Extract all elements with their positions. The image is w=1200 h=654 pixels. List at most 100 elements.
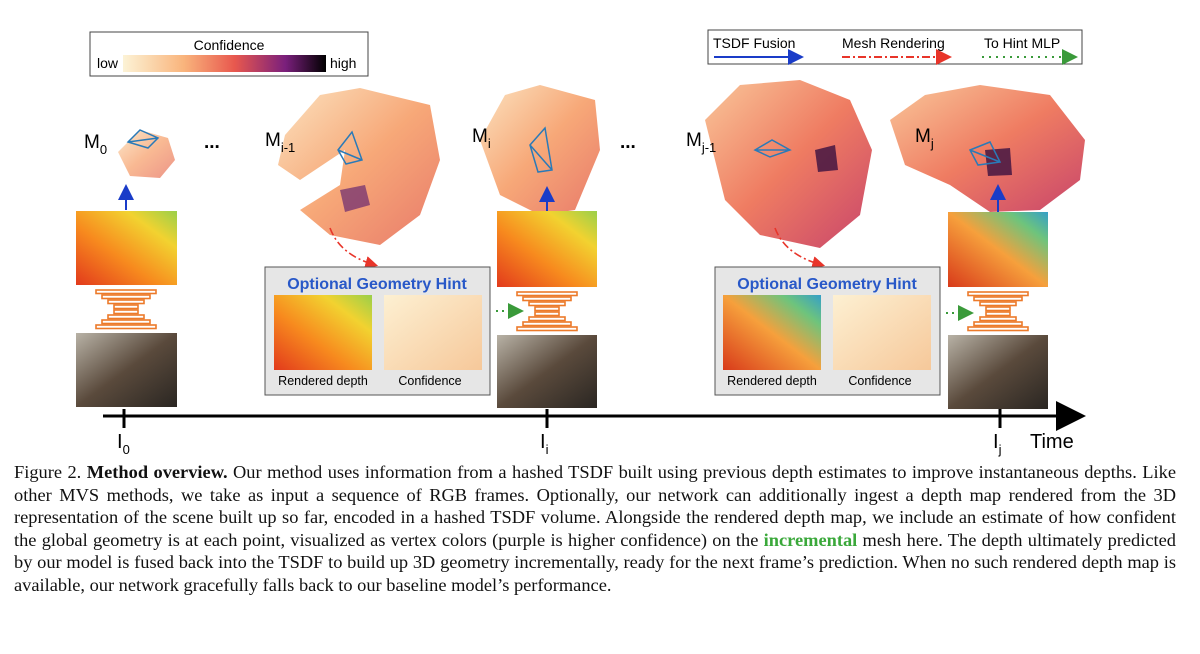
shape [753, 139, 792, 158]
mesh-label: Mj [915, 126, 934, 151]
caption-highlight: incremental [763, 529, 858, 550]
encoder-layer [973, 296, 1023, 302]
time-label: Time [1030, 431, 1074, 453]
shape [815, 145, 838, 172]
shape [774, 227, 826, 269]
mesh-labels: M0 Mi-1 Mi Mj-1 Mj ... ... [84, 126, 934, 157]
ellipsis: ... [620, 132, 636, 153]
caption-text: mesh here. The depth ultimately predicte… [14, 529, 1176, 595]
shape [497, 335, 597, 408]
shape [337, 130, 363, 165]
shape [948, 212, 1048, 287]
legend-entry: TSDF Fusion [713, 35, 795, 51]
shape [890, 85, 1085, 212]
label-part: I [993, 431, 999, 453]
label-part: M [915, 126, 931, 147]
encoder-layer [107, 314, 145, 320]
encoder-layer [522, 321, 572, 327]
hint-title: Optional Geometry Hint [737, 276, 917, 293]
hint-panels: Optional Geometry Hint Optional Geometry… [264, 227, 974, 396]
encoders [95, 289, 1029, 332]
figure: Confidence low high TSDF Fusion Mesh Ren… [76, 29, 1086, 457]
encoder-layer [95, 324, 157, 330]
encoder-layer [528, 301, 566, 307]
shape [329, 227, 379, 269]
hint-image-label: Rendered depth [278, 374, 368, 388]
label-part: I [117, 431, 123, 453]
shape [384, 295, 482, 370]
encoder-layer [101, 294, 151, 300]
frame-label: Ij [993, 431, 1002, 457]
encoder-layer [95, 289, 157, 295]
legend-entry: Mesh Rendering [842, 35, 945, 51]
label-part: M [265, 130, 281, 151]
legend-box [707, 29, 1083, 65]
mesh-label: M0 [84, 132, 107, 157]
mesh-label: Mj-1 [686, 130, 716, 155]
shape [76, 211, 177, 285]
encoder-layer [967, 291, 1029, 297]
label-part: i-1 [281, 140, 295, 155]
shape [340, 185, 370, 212]
ellipsis: ... [204, 132, 220, 153]
meshes [118, 80, 1085, 248]
shape [118, 130, 175, 178]
legend-low: low [97, 55, 119, 71]
shape [274, 295, 372, 370]
encoder-layer [979, 301, 1017, 307]
encoder-layer [979, 316, 1017, 322]
shape [705, 80, 872, 248]
caption-heading: Method overview. [86, 462, 228, 482]
legend-entry: To Hint MLP [984, 35, 1060, 51]
hint-image-label: Confidence [398, 374, 461, 388]
shape [968, 141, 1002, 166]
label-part: M [686, 130, 702, 151]
shape [278, 88, 440, 245]
color-bar [123, 55, 326, 72]
encoder-layer [101, 319, 151, 325]
encoder-layer [522, 296, 572, 302]
encoder-layer [107, 299, 145, 305]
label-part: 0 [123, 442, 130, 457]
label-part: I [540, 431, 546, 453]
confidence-legend: Confidence low high [89, 31, 369, 77]
label-part: 0 [100, 142, 107, 157]
mesh-label: Mi-1 [265, 130, 295, 155]
frame-columns [76, 184, 1048, 409]
shape [126, 129, 160, 149]
frame-label: Ii [540, 431, 549, 457]
legend-high: high [330, 55, 356, 71]
encoder-layer [113, 304, 139, 310]
shape [723, 295, 821, 370]
shape [833, 295, 931, 370]
hint-image-label: Rendered depth [727, 374, 817, 388]
label-part: i [546, 442, 549, 457]
encoder-layer [534, 306, 560, 312]
encoder-layer [967, 326, 1029, 332]
label-part: i [488, 136, 491, 151]
encoder-layer [534, 311, 560, 317]
shape [480, 85, 600, 215]
caption-text: Our method uses information from a hashe… [14, 462, 1176, 550]
shape [497, 211, 597, 287]
hint-title: Optional Geometry Hint [287, 276, 467, 293]
encoder-layer [113, 309, 139, 315]
encoder-layer [516, 291, 578, 297]
label-part: j [998, 442, 1002, 457]
arrow-legend: TSDF Fusion Mesh Rendering To Hint MLP [707, 29, 1083, 65]
encoder-layer [516, 326, 578, 332]
encoder-layer [985, 311, 1011, 317]
mesh-label: Mi [472, 126, 491, 151]
shape [529, 126, 553, 173]
caption: Figure 2. Method overview. Our method us… [14, 461, 1176, 597]
encoder-layer [985, 306, 1011, 312]
label-part: M [84, 132, 100, 153]
shape [76, 333, 177, 407]
caption-label: Figure 2. [14, 462, 82, 482]
shape [948, 335, 1048, 409]
legend-title: Confidence [194, 37, 265, 53]
frame-label: I0 [117, 431, 130, 457]
label-part: j-1 [701, 140, 716, 155]
timeline: I0 Ii Ij Time [103, 401, 1086, 457]
